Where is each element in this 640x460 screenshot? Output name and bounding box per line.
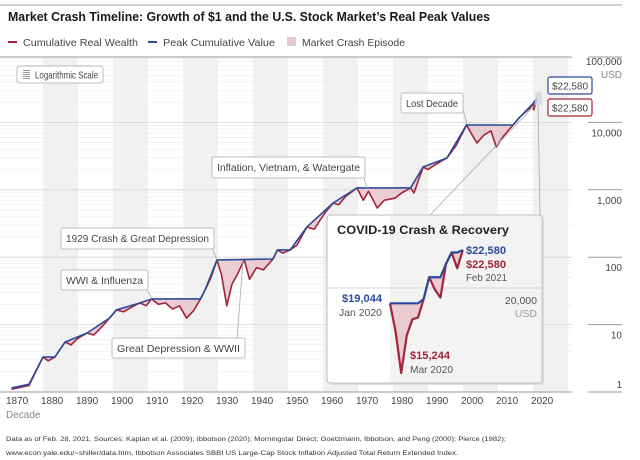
x-tick-label: 1920 [181, 396, 204, 407]
covid-inset-ref-value: 20,000 [505, 295, 537, 307]
series-layer [11, 98, 538, 390]
x-axis-title: Decade [6, 410, 41, 421]
covid-inset: COVID-19 Crash & Recovery $22,580 $22,58… [326, 214, 544, 385]
footer-line-1: Data as of Feb. 28, 2021. Sources: Kapla… [6, 436, 506, 443]
annotation-1929-crash-label: 1929 Crash & Great Depression [66, 233, 209, 245]
legend-peak-label: Peak Cumulative Value [163, 37, 275, 49]
y-tick-label: 1,000 [597, 196, 622, 207]
x-tick-label: 1930 [216, 396, 239, 407]
x-tick-label: 2010 [496, 396, 519, 407]
log-scale-badge-label: Logarithmic Scale [35, 70, 98, 82]
annotation-inflation: Inflation, Vietnam, & Watergate [211, 156, 368, 189]
y-unit-label: USD [601, 70, 622, 81]
crash-episode-area [11, 98, 537, 390]
legend-crash-label: Market Crash Episode [302, 37, 405, 49]
y-tick-label: 10 [611, 331, 623, 342]
covid-inset-series [388, 248, 464, 375]
annotation-lost-decade-label: Lost Decade [406, 98, 458, 110]
footer-line-2: www.econ.yale.edu/~shiller/data.htm, Ibb… [5, 450, 458, 457]
end-label-peak-value: $22,580 [552, 81, 588, 93]
x-tick-label: 1940 [251, 396, 274, 407]
y-axis: 100,000 10,000 1,000 100 10 1 [586, 57, 623, 393]
covid-inset-trough-date: Mar 2020 [410, 364, 453, 376]
y-tick-label: 1 [616, 380, 622, 391]
x-tick-label: 1890 [76, 396, 99, 407]
covid-leader-line-2 [429, 104, 536, 216]
lines-icon [23, 70, 30, 79]
x-tick-label: 1910 [146, 396, 169, 407]
chart-title: Market Crash Timeline: Growth of $1 and … [8, 9, 490, 24]
y-tick-label: 10,000 [591, 128, 622, 139]
legend-wealth-label: Cumulative Real Wealth [23, 37, 138, 49]
end-label-peak: $22,580 [547, 76, 593, 95]
annotation-wwi: WWI & Influenza [60, 269, 153, 300]
x-tick-label: 2000 [461, 396, 484, 407]
covid-inset-title: COVID-19 Crash & Recovery [337, 223, 509, 237]
covid-inset-trough-value: $15,244 [410, 350, 451, 362]
y-tick-label: 100,000 [586, 57, 623, 68]
annotation-lost-decade: Lost Decade [400, 92, 468, 125]
end-label-wealth: $22,580 [547, 98, 593, 117]
x-tick-label: 1950 [286, 396, 309, 407]
x-tick-label: 2020 [531, 396, 554, 407]
x-tick-label: 1990 [426, 396, 449, 407]
log-scale-badge[interactable]: Logarithmic Scale [16, 65, 104, 84]
covid-inset-end-wealth: $22,580 [466, 259, 506, 271]
annotation-1929-crash: 1929 Crash & Great Depression [60, 227, 218, 261]
x-tick-label: 1980 [391, 396, 414, 407]
covid-inset-band [390, 216, 541, 382]
end-label-wealth-value: $22,580 [552, 103, 588, 115]
log-scale-badge-box[interactable] [16, 65, 104, 84]
covid-leader-line [537, 104, 541, 216]
x-tick-label: 1870 [6, 396, 29, 407]
covid-inset-ref-unit: USD [515, 308, 538, 320]
legend: Cumulative Real Wealth Peak Cumulative V… [8, 37, 405, 49]
covid-inset-end-peak: $22,580 [466, 245, 506, 257]
covid-inset-start-value: $19,044 [342, 293, 383, 305]
x-tick-label: 1960 [321, 396, 344, 407]
legend-crash-swatch [287, 37, 296, 46]
covid-highlight-marker [535, 92, 542, 105]
peak-cumulative-value-line [11, 98, 538, 389]
annotation-wwi-label: WWI & Influenza [66, 275, 143, 287]
x-tick-label: 1900 [111, 396, 134, 407]
covid-inset-start-date: Jan 2020 [339, 307, 382, 319]
x-tick-label: 1970 [356, 396, 379, 407]
x-axis: 1870 1880 1890 1900 1910 1920 1930 1940 1950 1960… [6, 396, 554, 407]
annotation-depression-wwii: Great Depression & WWII [111, 259, 246, 359]
covid-peak-line [390, 248, 464, 305]
covid-inset-end-date: Feb 2021 [466, 272, 507, 284]
x-tick-label: 1880 [41, 396, 64, 407]
y-tick-label: 100 [605, 263, 622, 274]
annotation-depression-wwii-label: Great Depression & WWII [117, 343, 240, 355]
annotation-inflation-label: Inflation, Vietnam, & Watergate [217, 162, 360, 174]
